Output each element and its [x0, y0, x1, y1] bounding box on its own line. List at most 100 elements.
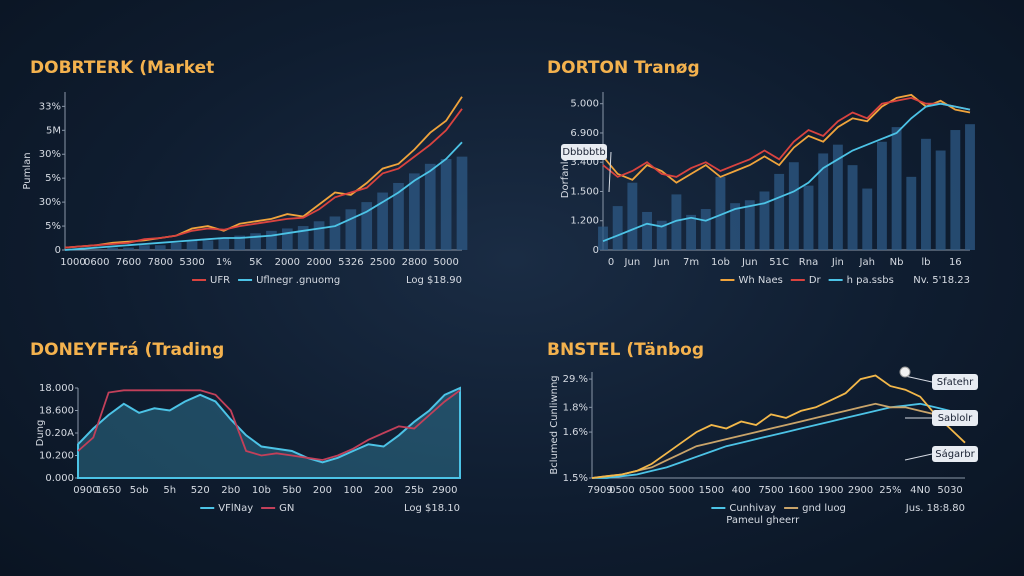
note: Jus. 18:8.80	[905, 503, 965, 514]
bar	[123, 247, 134, 250]
x-tick-label: 7909	[587, 485, 612, 496]
y-axis-label: Dorfanlesn	[560, 144, 571, 198]
callout-box	[932, 374, 978, 390]
bar	[921, 138, 931, 250]
y-tick-label: 18.000	[39, 383, 74, 394]
x-tick-label: 7800	[148, 257, 173, 268]
x-tick-label: 0900	[73, 485, 98, 496]
y-tick-label: 0	[55, 245, 61, 256]
callout-line	[608, 151, 612, 193]
x-tick-label: 7m	[683, 257, 699, 268]
y-tick-label: 33%	[39, 101, 61, 112]
bar	[107, 247, 118, 250]
x-tick-label: 2b0	[221, 485, 240, 496]
bar	[715, 176, 726, 250]
y-axis-label: Dung	[35, 420, 46, 447]
x-tick-label: 5300	[179, 257, 204, 268]
line	[77, 389, 461, 461]
note: Log $18.90	[406, 275, 462, 286]
bar	[313, 221, 325, 250]
bar	[250, 233, 261, 250]
y-tick-label: 1.200	[570, 216, 599, 227]
x-tick-label: 100	[343, 485, 362, 496]
x-tick-label: 2900	[432, 485, 457, 496]
x-tick-label: 200	[374, 485, 393, 496]
bar	[774, 173, 785, 250]
x-tick-label: 0500	[609, 485, 634, 496]
line	[602, 93, 971, 184]
bar	[170, 242, 182, 250]
y-tick-label: 3.400	[570, 157, 599, 168]
bar	[818, 153, 829, 250]
panel-title: DOBRTERK (Market	[30, 58, 214, 78]
callout-box	[932, 410, 978, 426]
y-tick-label: 30%	[39, 149, 61, 160]
bar	[671, 194, 682, 250]
y-axis-label: Bclumed Cunliwnng	[549, 375, 560, 474]
legend-label: GN	[279, 503, 294, 514]
y-tick-label: 1.500	[570, 186, 599, 197]
x-tick-label: Jun	[624, 257, 641, 268]
x-tick-label: 200	[313, 485, 332, 496]
x-tick-label: 0	[608, 257, 614, 268]
y-tick-label: 10.200	[39, 451, 74, 462]
bar	[440, 159, 452, 250]
x-tick-label: lb	[921, 257, 930, 268]
legend-label: Wh Naes	[738, 275, 782, 286]
y-tick-label: 5.000	[570, 99, 599, 110]
x-tick-label: 1600	[788, 485, 813, 496]
y-tick-label: 1.5%	[563, 473, 588, 484]
bar	[393, 182, 404, 250]
bar	[876, 141, 887, 250]
line	[602, 102, 971, 243]
x-tick-label: 5ob	[130, 485, 149, 496]
bar	[202, 240, 214, 250]
x-tick-label: 2500	[370, 257, 395, 268]
x-tick-label: 1000	[60, 257, 85, 268]
x-tick-label: 5000	[669, 485, 694, 496]
bar	[281, 228, 293, 250]
line	[592, 402, 966, 479]
legend-label: Cunhivay	[729, 503, 776, 514]
x-tick-label: Jin	[831, 257, 844, 268]
caption: Pameul gheerr	[726, 515, 800, 526]
bar	[862, 188, 873, 250]
x-tick-label: 5030	[937, 485, 962, 496]
legend-label: gnd luog	[802, 503, 846, 514]
y-tick-label: 0	[593, 245, 599, 256]
bar	[935, 150, 946, 250]
bar	[642, 211, 652, 250]
legend-label: Dr	[809, 275, 822, 286]
x-tick-label: 5K	[249, 257, 262, 268]
bar	[965, 124, 975, 250]
y-tick-label: 6.900	[570, 128, 599, 139]
bar	[730, 203, 741, 250]
callout-dot	[899, 366, 911, 378]
callout-box	[932, 446, 978, 462]
x-tick-label: 1500	[699, 485, 724, 496]
x-tick-label: 5326	[338, 257, 363, 268]
x-tick-label: 2000	[275, 257, 300, 268]
callout-line	[904, 453, 933, 461]
y-tick-label: 0.000	[45, 473, 74, 484]
bar	[266, 230, 277, 250]
bar	[627, 182, 638, 250]
y-tick-label: 18.600	[39, 406, 74, 417]
y-tick-label: 5%	[45, 221, 61, 232]
y-tick-label: 5M	[46, 125, 61, 136]
callout-label: Ságarbr	[935, 448, 975, 460]
x-tick-label: 25b	[405, 485, 424, 496]
x-tick-label: Nb	[890, 257, 904, 268]
x-tick-label: 5000	[433, 257, 458, 268]
bar	[950, 130, 961, 250]
note: Log $18.10	[404, 503, 460, 514]
x-tick-label: 0600	[84, 257, 109, 268]
x-tick-label: Rna	[799, 257, 818, 268]
panel-title: BNSTEL (Tänbog	[547, 340, 704, 360]
bar	[906, 176, 917, 250]
callout-label: Sfatehr	[937, 377, 974, 388]
bar	[329, 216, 341, 250]
legend-label: UFR	[210, 275, 230, 286]
x-tick-label: Jun	[653, 257, 670, 268]
